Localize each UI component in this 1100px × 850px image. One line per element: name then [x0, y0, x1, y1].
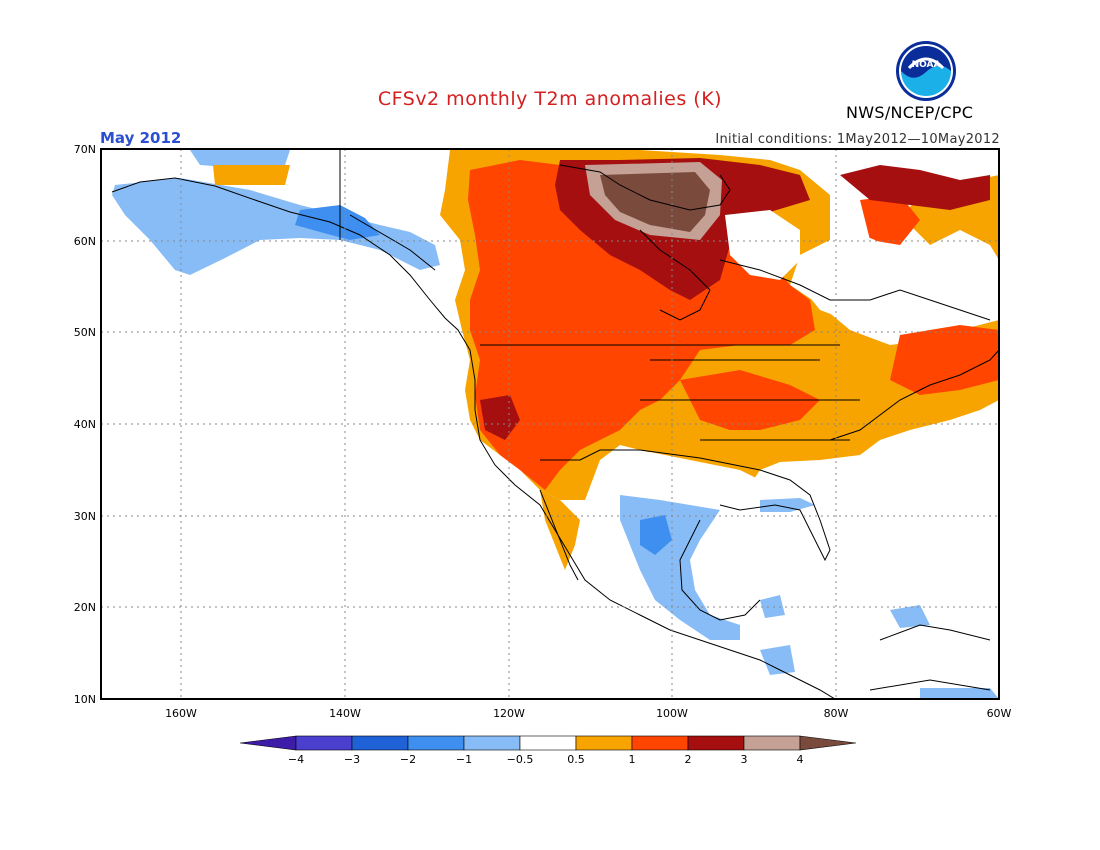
coastlines [111, 150, 999, 699]
venezuela-cool [920, 688, 999, 699]
extreme-hot-outer [585, 162, 722, 240]
longitude-labels: 160W 140W 120W 100W 80W 60W [165, 707, 1011, 720]
lon-label: 60W [987, 707, 1012, 720]
caribbean-cool [760, 595, 785, 618]
alaska-colder-region [295, 205, 380, 240]
color-legend: −4 −3 −2 −1 −0.5 0.5 1 2 3 4 [239, 735, 857, 766]
lat-label: 60N [74, 235, 96, 248]
alaska-north-cool [190, 150, 290, 168]
east-canada-warm [860, 195, 920, 245]
labrador-neutral [725, 210, 800, 280]
lon-label: 140W [329, 707, 361, 720]
legend-swatch [463, 735, 521, 751]
legend-tick-label: −1 [456, 753, 472, 766]
legend-swatch [295, 735, 353, 751]
map-title: CFSv2 monthly T2m anomalies (K) [377, 88, 723, 110]
lat-label: 40N [74, 418, 96, 431]
anomaly-field [101, 149, 999, 699]
quebec-neutral [800, 230, 950, 325]
legend-tick-label: 2 [685, 753, 692, 766]
legend-swatch [743, 735, 801, 751]
antilles-cool [890, 605, 930, 628]
legend-swatch [407, 735, 465, 751]
legend-tick-label: −3 [344, 753, 360, 766]
great-lakes-warm [680, 370, 820, 430]
mexico-colder-patch [640, 515, 672, 555]
mexico-cool-region [620, 495, 740, 640]
continental-warm-region [440, 150, 999, 500]
legend-swatch [351, 735, 409, 751]
lat-label: 50N [74, 326, 96, 339]
lat-label: 30N [74, 510, 96, 523]
legend-swatch [575, 735, 633, 751]
initial-conditions: Initial conditions: 1May2012—10May2012 [715, 132, 1000, 147]
arctic-warm-patch [213, 165, 290, 185]
graticule [101, 149, 999, 699]
latitude-labels: 70N 60N 50N 40N 30N 20N 10N [74, 143, 96, 706]
east-coast-warm [890, 325, 999, 395]
northeast-hot-region [840, 165, 990, 210]
legend-tick-label: 4 [797, 753, 804, 766]
texas-neutral [600, 452, 760, 510]
legend-swatch [799, 735, 857, 751]
baja-warm [540, 490, 580, 570]
legend-tick-label: 1 [629, 753, 636, 766]
florida-cool [760, 498, 815, 512]
legend-tick-label: −4 [288, 753, 304, 766]
lat-label: 20N [74, 601, 96, 614]
california-hot-region [480, 395, 520, 440]
lon-label: 100W [656, 707, 688, 720]
legend-swatch [631, 735, 689, 751]
forecast-period: May 2012 [100, 129, 182, 147]
hudson-hot-region [555, 158, 810, 300]
alaska-cool-region [112, 178, 440, 275]
legend-swatch [519, 735, 577, 751]
legend-swatch [687, 735, 745, 751]
logo-text: NOAA [912, 60, 941, 70]
lon-label: 80W [824, 707, 849, 720]
legend-tick-label: −2 [400, 753, 416, 766]
agency-label: NWS/NCEP/CPC [846, 103, 974, 122]
legend-tick-label: −0.5 [507, 753, 534, 766]
map-frame [100, 148, 1000, 700]
legend-tick-label: 3 [741, 753, 748, 766]
extreme-hot-core [600, 172, 710, 232]
legend-tick-label: 0.5 [567, 753, 585, 766]
central-america-cool [760, 645, 795, 675]
noaa-logo-icon: NOAA [896, 41, 956, 101]
lon-label: 120W [493, 707, 525, 720]
lon-label: 160W [165, 707, 197, 720]
lat-label: 70N [74, 143, 96, 156]
legend-swatch [239, 735, 297, 751]
lat-label: 10N [74, 693, 96, 706]
strong-warm-region [468, 160, 815, 490]
